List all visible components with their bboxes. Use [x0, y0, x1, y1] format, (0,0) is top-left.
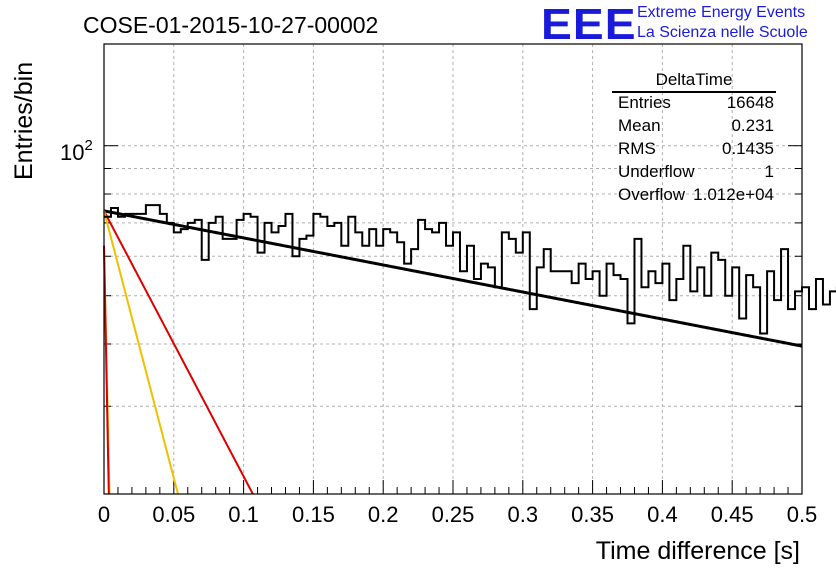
- stats-row-mean: Mean 0.231: [618, 116, 774, 139]
- stats-divider: [612, 91, 776, 93]
- stat-value: 0.1435: [722, 139, 774, 158]
- stat-value: 0.231: [731, 116, 774, 135]
- x-tick-label: 0.15: [292, 502, 335, 527]
- histogram-series: [104, 204, 836, 335]
- stats-row-overflow: Overflow 1.012e+04: [618, 185, 774, 208]
- x-tick-label: 0.2: [368, 502, 399, 527]
- x-tick-label: 0.05: [152, 502, 195, 527]
- fit-curve: [103, 210, 179, 495]
- y-axis-label: Entries/bin: [10, 62, 38, 180]
- plot-frame: [103, 43, 803, 495]
- logo-caption-line1: Extreme Energy Events: [637, 4, 806, 21]
- stat-value: 1: [764, 162, 774, 181]
- x-tick-labels: 0 0.05 0.1 0.15 0.2 0.25 0.3 0.35 0.4 0.45 0.5: [98, 502, 817, 527]
- x-tick-label: 0.35: [571, 502, 614, 527]
- axis-ticks: [103, 145, 803, 495]
- stat-name: Underflow: [618, 162, 695, 181]
- fit-curve: [103, 210, 254, 495]
- stats-row-rms: RMS 0.1435: [618, 139, 774, 162]
- stat-value: 1.012e+04: [693, 185, 774, 204]
- x-tick-label: 0.5: [787, 502, 818, 527]
- x-tick-label: 0.3: [508, 502, 539, 527]
- plot-title: COSE-01-2015-10-27-00002: [83, 12, 379, 38]
- x-tick-label: 0.45: [711, 502, 754, 527]
- fit-curves: [103, 209, 803, 495]
- x-axis-label: Time difference [s]: [596, 537, 800, 565]
- stat-name: RMS: [618, 139, 656, 158]
- stat-value: 16648: [726, 93, 774, 112]
- stats-row-entries: Entries 16648: [618, 93, 774, 116]
- fit-curve: [103, 209, 803, 348]
- eee-logo: EEE: [541, 0, 637, 49]
- x-tick-label: 0: [98, 502, 110, 527]
- y-tick-label-100: 102: [60, 137, 93, 165]
- stat-name: Entries: [618, 93, 671, 112]
- stats-box: DeltaTime Entries 16648 Mean 0.231 RMS 0…: [612, 70, 776, 204]
- stats-row-underflow: Underflow 1: [618, 162, 774, 185]
- stat-name: Mean: [618, 116, 661, 135]
- grid-lines: [104, 44, 802, 495]
- x-tick-label: 0.4: [647, 502, 678, 527]
- fit-curve: [103, 245, 110, 495]
- x-tick-label: 0.25: [432, 502, 475, 527]
- stats-title: DeltaTime: [655, 70, 733, 89]
- x-tick-label: 0.1: [228, 502, 259, 527]
- logo-caption-line2: La Scienza nelle Scuole: [637, 24, 808, 41]
- stat-name: Overflow: [618, 185, 686, 204]
